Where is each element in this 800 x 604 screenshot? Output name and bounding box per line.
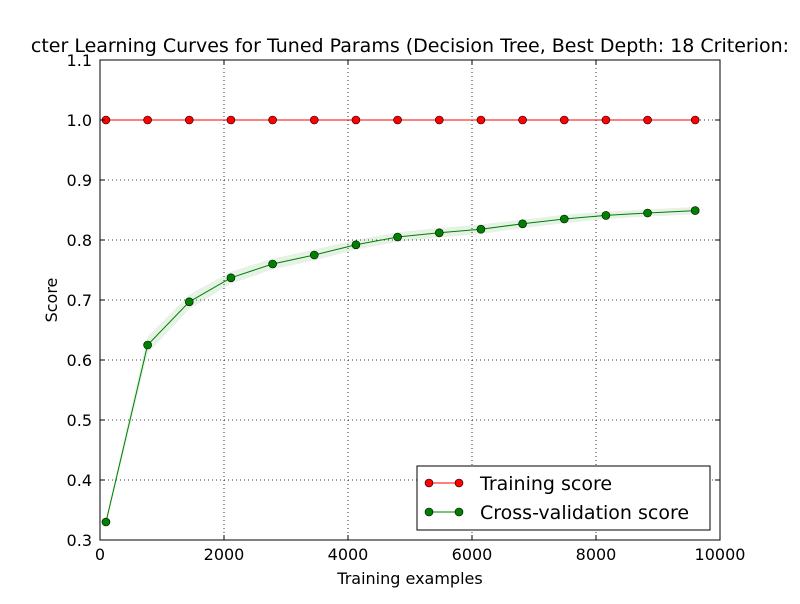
y-tick-label: 0.6 <box>67 351 92 370</box>
series-1-point <box>351 240 361 250</box>
series-1-point <box>476 224 486 234</box>
x-tick-label: 8000 <box>576 545 617 564</box>
series-1-point <box>393 232 402 242</box>
series-1-point <box>518 219 527 229</box>
legend-marker-0 <box>454 478 464 488</box>
series-0-point <box>476 115 486 125</box>
axis-ticks: 0 2000 4000 6000 8000 10000 0.3 0.4 0.5 0.6 0.7 0.8… <box>67 51 746 564</box>
y-tick-label: 0.7 <box>67 291 92 310</box>
series-0-point <box>434 115 444 125</box>
series-0-point <box>518 115 527 125</box>
series-1-point <box>643 208 652 218</box>
x-axis-label: Training examples <box>336 569 482 588</box>
series-1-point <box>226 273 236 283</box>
series-0-point <box>143 115 152 125</box>
legend-marker-0 <box>424 478 434 488</box>
legend-label-1: Cross-validation score <box>480 502 689 524</box>
x-tick-label: 4000 <box>328 545 369 564</box>
series-1-point <box>690 206 700 215</box>
series-0-point <box>226 115 236 125</box>
series-0-point <box>393 115 402 125</box>
y-tick-label: 0.8 <box>67 231 92 250</box>
x-tick-label: 2000 <box>204 545 245 564</box>
series-1-point <box>559 214 569 224</box>
series-0-point <box>601 115 611 125</box>
series-1-point <box>434 228 444 238</box>
y-tick-label: 1.0 <box>67 111 92 130</box>
y-tick-label: 0.3 <box>67 531 92 550</box>
series-0-point <box>184 115 194 125</box>
series-1-point <box>268 259 277 269</box>
x-tick-label: 6000 <box>452 545 493 564</box>
y-tick-label: 0.4 <box>67 471 92 490</box>
y-tick-label: 0.5 <box>67 411 92 430</box>
legend-box <box>416 465 711 531</box>
y-tick-label: 0.9 <box>67 171 92 190</box>
series-0-point <box>351 115 361 125</box>
legend-marker-1 <box>454 507 464 517</box>
series-1-point <box>601 211 611 220</box>
x-tick-label: 10000 <box>695 545 746 564</box>
series-0-point <box>690 115 700 125</box>
legend-marker-1 <box>424 507 434 517</box>
series-lines <box>101 115 700 527</box>
legend: Training score Cross-validation score <box>416 465 711 531</box>
series-0-point <box>268 115 277 125</box>
x-tick-label: 0 <box>95 545 105 564</box>
legend-label-0: Training score <box>479 473 612 495</box>
y-tick-label: 1.1 <box>67 51 92 70</box>
series-1-point <box>309 250 319 260</box>
series-0-point <box>559 115 569 125</box>
series-1-point <box>184 297 194 307</box>
series-0-point <box>309 115 319 125</box>
series-1-point <box>143 340 152 350</box>
y-axis-label: Score <box>42 278 61 323</box>
chart-title: cter Learning Curves for Tuned Params (D… <box>31 35 789 57</box>
series-0-point <box>643 115 652 125</box>
series-1-point <box>101 517 111 527</box>
